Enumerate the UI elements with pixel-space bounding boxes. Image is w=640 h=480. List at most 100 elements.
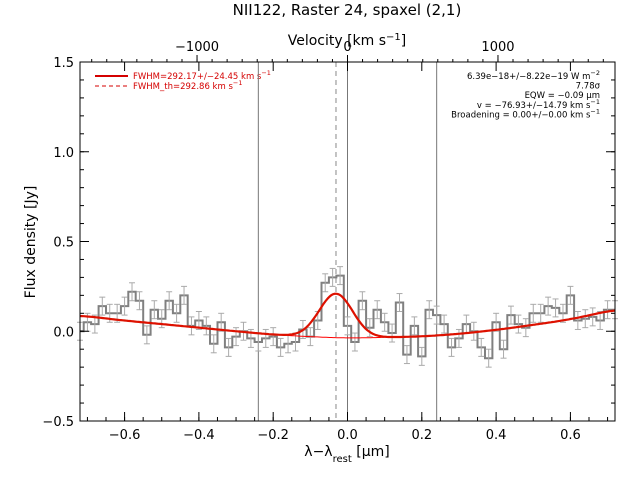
error-bar-14 bbox=[181, 285, 188, 305]
error-bar-34 bbox=[329, 267, 336, 287]
annotation-4-exponent: −1 bbox=[590, 107, 600, 115]
error-bar-40 bbox=[374, 300, 381, 320]
top-tick-label-1: 0 bbox=[343, 40, 351, 55]
error-bar-58 bbox=[507, 305, 514, 325]
annotation-2: EQW = −0.09 μm bbox=[525, 91, 600, 101]
x-axis-title: λ−λrest [μm] bbox=[304, 444, 389, 465]
annotation-4-main: Broadening = 0.00+/−0.00 km s bbox=[451, 110, 591, 120]
error-bar-39 bbox=[366, 318, 373, 338]
error-bar-49 bbox=[441, 314, 448, 334]
y-tick-label-2: 0.5 bbox=[53, 236, 74, 251]
error-bar-46 bbox=[418, 346, 425, 366]
error-bar-3 bbox=[99, 296, 106, 316]
error-bar-10 bbox=[151, 300, 158, 320]
error-bar-12 bbox=[166, 291, 173, 311]
error-bar-27 bbox=[277, 337, 284, 357]
annotation-1-main: 7.78σ bbox=[576, 82, 601, 92]
top-axis-title-exponent: −1 bbox=[386, 32, 401, 43]
error-bar-50 bbox=[448, 337, 455, 357]
error-bar-55 bbox=[485, 348, 492, 368]
annotation-3: v = −76.93+/−14.79 km s−1 bbox=[477, 98, 600, 111]
annotation-0: 6.39e−18+/−8.22e−19 W m−2 bbox=[467, 69, 600, 82]
error-bar-68 bbox=[582, 309, 589, 329]
error-bar-56 bbox=[493, 312, 500, 332]
x-tick-label-2: −0.2 bbox=[257, 428, 289, 443]
gaussian-fit-line bbox=[79, 292, 616, 339]
annotation-0-main: 6.39e−18+/−8.22e−19 W m bbox=[467, 72, 590, 82]
spectrum-steps bbox=[80, 274, 615, 360]
error-bar-25 bbox=[262, 328, 269, 348]
annotation-1: 7.78σ bbox=[576, 82, 601, 92]
error-bar-62 bbox=[537, 303, 544, 323]
error-bar-57 bbox=[500, 339, 507, 359]
x-axis-title-subscript: rest bbox=[333, 454, 352, 465]
legend-fwhm-label: FWHM=292.17+/−24.45 km s−1 bbox=[133, 69, 271, 82]
y-tick-label-0: −0.5 bbox=[42, 415, 74, 430]
error-bar-16 bbox=[195, 311, 202, 330]
y-tick-label-3: 1.0 bbox=[53, 146, 74, 161]
error-bar-44 bbox=[403, 345, 410, 365]
y-tick-label-4: 1.5 bbox=[53, 56, 74, 71]
error-bar-13 bbox=[173, 303, 180, 323]
error-bar-19 bbox=[218, 312, 225, 332]
legend: FWHM=292.17+/−24.45 km s−1 FWHM_th=292.8… bbox=[95, 69, 271, 92]
error-bar-67 bbox=[574, 311, 581, 330]
x-tick-label-6: 0.6 bbox=[560, 428, 581, 443]
error-bar-45 bbox=[411, 316, 418, 336]
error-bar-33 bbox=[322, 273, 329, 293]
annotation-4: Broadening = 0.00+/−0.00 km s−1 bbox=[451, 107, 600, 120]
x-tick-label-5: 0.4 bbox=[486, 428, 507, 443]
error-bar-71 bbox=[604, 300, 611, 320]
error-bar-37 bbox=[351, 332, 358, 352]
chart-title: NII122, Raster 24, spaxel (2,1) bbox=[233, 1, 462, 19]
legend-fwhm-th-label-exponent: −1 bbox=[233, 79, 243, 87]
error-bar-41 bbox=[381, 312, 388, 332]
error-bar-69 bbox=[589, 307, 596, 327]
error-bar-43 bbox=[396, 293, 403, 313]
annotation-3-main: v = −76.93+/−14.79 km s bbox=[477, 101, 591, 111]
x-axis-title-main: λ−λ bbox=[304, 444, 332, 460]
y-tick-label-1: 0.0 bbox=[53, 325, 74, 340]
top-axis-title: Velocity [km s−1] bbox=[288, 32, 407, 50]
plot-area bbox=[77, 55, 618, 422]
error-bar-7 bbox=[129, 282, 136, 302]
x-tick-label-1: −0.4 bbox=[183, 428, 215, 443]
y-axis-title: Flux density [Jy] bbox=[23, 186, 39, 299]
error-bar-64 bbox=[552, 298, 559, 318]
error-bar-54 bbox=[478, 337, 485, 357]
error-bar-42 bbox=[389, 323, 396, 343]
error-bar-20 bbox=[225, 337, 232, 357]
error-bar-66 bbox=[567, 285, 574, 305]
x-tick-label-0: −0.6 bbox=[109, 428, 141, 443]
x-tick-label-3: 0.0 bbox=[337, 428, 358, 443]
error-bar-63 bbox=[545, 296, 552, 316]
error-bar-26 bbox=[270, 327, 277, 347]
x-tick-label-4: 0.2 bbox=[411, 428, 432, 443]
top-tick-label-2: 1000 bbox=[481, 40, 514, 55]
annotation-3-exponent: −1 bbox=[590, 98, 600, 106]
error-bar-18 bbox=[210, 334, 217, 354]
error-bar-38 bbox=[359, 291, 366, 311]
error-bar-51 bbox=[455, 328, 462, 348]
error-bar-59 bbox=[515, 314, 522, 334]
error-bar-36 bbox=[344, 316, 351, 336]
error-bar-61 bbox=[530, 303, 537, 323]
error-bar-9 bbox=[143, 325, 150, 345]
error-bar-6 bbox=[121, 296, 128, 316]
error-bar-47 bbox=[426, 300, 433, 320]
legend-fwhm-th-label: FWHM_th=292.86 km s−1 bbox=[133, 79, 242, 92]
error-bar-48 bbox=[433, 305, 440, 325]
top-tick-label-0: −1000 bbox=[175, 40, 219, 55]
annotation-0-exponent: −2 bbox=[590, 69, 600, 77]
error-bar-35 bbox=[337, 266, 344, 286]
top-axis-title-end: ] bbox=[401, 33, 406, 49]
legend-fwhm-th-label-main: FWHM_th=292.86 km s bbox=[133, 82, 233, 92]
top-axis-title-main: Velocity [km s bbox=[288, 33, 386, 49]
x-axis-title-unit: [μm] bbox=[352, 444, 390, 460]
legend-fwhm-label-main: FWHM=292.17+/−24.45 km s bbox=[133, 72, 262, 82]
legend-fwhm-label-exponent: −1 bbox=[261, 69, 271, 77]
error-bar-8 bbox=[136, 291, 143, 311]
annotation-2-main: EQW = −0.09 μm bbox=[525, 91, 600, 101]
